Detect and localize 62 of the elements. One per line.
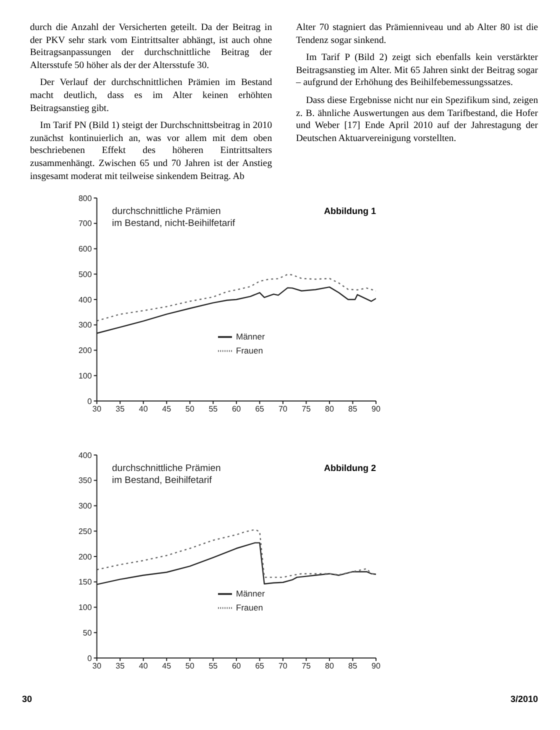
x-tick-label: 35 [116,404,126,414]
y-tick-label: 800 [78,194,92,203]
annotation: durchschnittliche Prämien im Bestand, nicht-Beihilfetarif [112,206,236,230]
legend-label: Männer [236,588,265,598]
y-tick-label: 100 [78,371,92,380]
legend-label: Frauen [236,345,263,356]
x-tick-label: 35 [116,662,126,671]
x-tick-label: 50 [185,404,195,414]
text: Abbildung 1 [324,206,376,216]
x-tick-label: 40 [138,404,148,414]
x-tick-label: 60 [232,662,242,671]
text: durch die Anzahl der Versicherten geteilt. Da der Beitrag in der PKV sehr stark vom Eintrittsalter abhängt, ist auch ohne Beitragsanpassungen der durchschnittliche Beitrag der Altersstufe 50 höher als der der Altersstufe 30. [30,22,272,72]
y-tick-label: 300 [78,320,92,330]
x-tick-label: 55 [208,662,218,671]
x-tick-label: 85 [348,404,358,414]
y-tick-label: 600 [78,244,92,254]
x-tick-label: 80 [325,662,334,671]
text: Abbildung 2 [324,463,376,473]
legend-label: Frauen [236,602,263,612]
x-tick-label: 90 [372,662,381,671]
x-tick-label: 70 [278,662,288,671]
y-tick-label: 100 [78,603,92,612]
x-tick-label: 65 [255,662,265,671]
x-tick-label: 65 [255,404,265,414]
y-tick-label: 250 [78,526,92,536]
text: Alter 70 stagniert das Prämienniveau und ab Alter 80 ist die Tendenz sogar sinkend. [296,22,538,48]
y-tick-label: 50 [82,628,92,638]
text: Der Verlauf der durchschnittlichen Prämien im Bestand macht deutlich, dass es im Alter keinen erhöhten Beitragsanstieg gibt. [30,77,272,116]
y-tick-label: 700 [78,219,92,228]
y-tick-label: 0 [87,654,92,663]
x-tick-label: 45 [162,662,172,671]
x-tick-label: 55 [208,404,218,414]
y-tick-label: 200 [78,346,92,356]
x-tick-label: 80 [325,404,334,414]
x-tick-label: 45 [162,404,172,414]
y-tick-label: 400 [78,295,92,304]
x-tick-label: 30 [92,404,102,414]
y-tick-label: 400 [78,450,92,460]
line-series [96,274,376,322]
x-tick-label: 90 [372,404,381,414]
legend-label: Männer [236,331,265,342]
x-tick-label: 85 [348,662,358,671]
line-series [96,529,376,578]
x-tick-label: 70 [278,404,288,414]
y-tick-label: 150 [78,578,92,587]
annotation: durchschnittliche Prämien im Bestand, Beihilfetarif [112,463,221,487]
y-tick-label: 200 [78,552,92,562]
text: 3/2010 [510,694,538,704]
y-tick-label: 0 [87,396,92,406]
x-tick-label: 30 [92,662,102,671]
text: Dass diese Ergebnisse nicht nur ein Spezifikum sind, zeigen z. B. ähnliche Auswertungen aus dem Tarifbestand, die Hofer und Weber [17] Ende April 2010 auf der Jahrestagung der Deutschen Aktuarvereinigung vorstellten. [296,94,538,146]
y-tick-label: 350 [78,476,92,486]
y-tick-label: 500 [78,270,92,279]
text: Im Tarif PN (Bild 1) steigt der Durchschnittsbeitrag in 2010 zunächst kontinuierlich an, was vor allem mit dem oben beschriebenen Effekt des höheren Eintrittsalters zusammenhängt. Zwischen 65 und 70 Jahren ist der Anstieg insgesamt moderat mit teilweise sinkendem Beitrag. Ab [30,120,272,184]
text: Im Tarif P (Bild 2) zeigt sich ebenfalls kein verstärkter Beitragsanstieg im Alter. Mit 65 Jahren sinkt der Beitrag sogar – aufgrund der Erhöhung des Beihilfebemessungssatzes. [296,52,538,90]
text: 30 [22,694,32,704]
x-tick-label: 40 [138,662,148,671]
x-tick-label: 50 [185,662,195,671]
x-tick-label: 60 [232,404,242,414]
x-tick-label: 75 [302,404,312,414]
x-tick-label: 75 [302,662,312,671]
y-tick-label: 300 [78,502,92,511]
